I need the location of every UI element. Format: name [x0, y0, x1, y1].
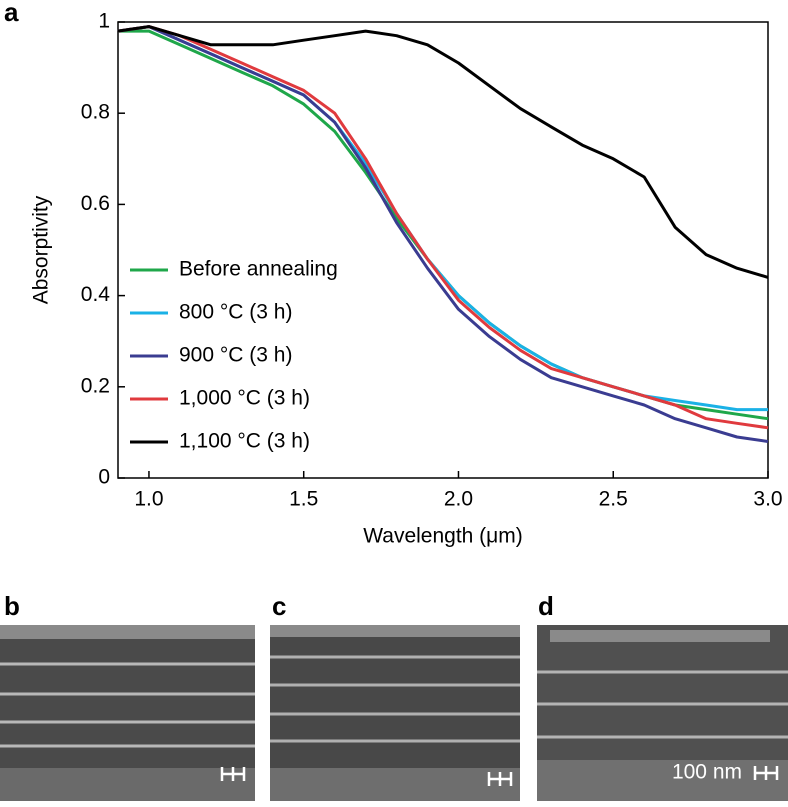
x-tick-label: 2.5	[599, 488, 628, 511]
panel-label: d	[538, 591, 554, 621]
data-line	[117, 25, 769, 443]
y-tick-label: 1	[98, 10, 110, 33]
data-line	[117, 25, 769, 279]
x-tick-label: 1.5	[289, 488, 318, 511]
sem-surface	[0, 625, 255, 639]
data-line	[117, 25, 769, 430]
legend-label: Before annealing	[179, 258, 338, 281]
legend-label: 800 °C (3 h)	[179, 301, 292, 324]
sem-substrate	[537, 760, 788, 801]
panel-label: c	[272, 591, 286, 621]
x-tick-label: 3.0	[753, 488, 782, 511]
sem-surface	[270, 625, 520, 637]
x-tick-label: 1.0	[134, 488, 163, 511]
sem-layers	[537, 670, 788, 739]
y-tick-label: 0	[98, 466, 110, 489]
scale-bar-label: 100 nm	[672, 761, 742, 784]
sem-surface	[550, 630, 770, 642]
y-tick-label: 0.8	[81, 101, 110, 124]
x-tick-label: 2.0	[444, 488, 473, 511]
legend-label: 1,000 °C (3 h)	[179, 387, 310, 410]
legend-label: 1,100 °C (3 h)	[179, 430, 310, 453]
y-axis-label: Absorptivity	[30, 195, 53, 304]
sem-substrate	[270, 768, 520, 801]
legend-label: 900 °C (3 h)	[179, 344, 292, 367]
y-tick-label: 0.4	[81, 283, 111, 306]
panel-label: a	[4, 0, 19, 27]
x-axis-label: Wavelength (μm)	[363, 525, 523, 548]
y-tick-label: 0.6	[81, 192, 110, 215]
scale-bar-icons	[220, 766, 779, 786]
sem-images	[0, 625, 788, 801]
panel-label: b	[4, 591, 20, 621]
sem-layers	[270, 655, 520, 743]
plot-frame	[117, 21, 769, 479]
sem-layers	[0, 662, 255, 748]
sem-substrate	[0, 768, 255, 801]
y-tick-label: 0.2	[81, 374, 110, 397]
